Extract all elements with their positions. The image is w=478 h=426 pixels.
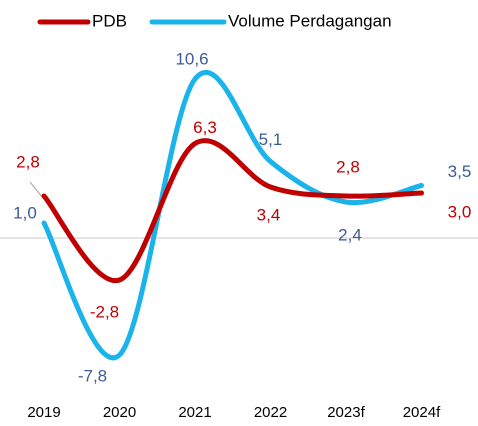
x-tick-label: 2020 <box>103 404 136 421</box>
legend-label: PDB <box>92 11 127 30</box>
x-tick-label: 2021 <box>178 404 211 421</box>
data-label: 2,4 <box>338 225 362 244</box>
data-label: 1,0 <box>13 203 37 222</box>
data-label: 2,8 <box>16 152 40 171</box>
series-line <box>41 138 424 283</box>
data-label: 3,5 <box>448 162 472 181</box>
data-label: 3,4 <box>257 205 281 224</box>
data-label: 5,1 <box>259 130 283 149</box>
x-tick-label: 2023f <box>327 404 365 421</box>
legend-label: Volume Perdagangan <box>228 11 392 30</box>
x-tick-label: 2022 <box>254 404 287 421</box>
data-label: -2,8 <box>90 302 119 321</box>
data-label: 2,8 <box>336 157 360 176</box>
data-label: -7,8 <box>78 366 107 385</box>
data-label: 6,3 <box>193 118 217 137</box>
x-tick-label: 2024f <box>403 404 441 421</box>
data-label: 10,6 <box>175 49 208 68</box>
series-line <box>41 69 424 361</box>
data-label: 3,0 <box>448 202 472 221</box>
leader-line <box>29 181 44 199</box>
x-tick-label: 2019 <box>27 404 60 421</box>
